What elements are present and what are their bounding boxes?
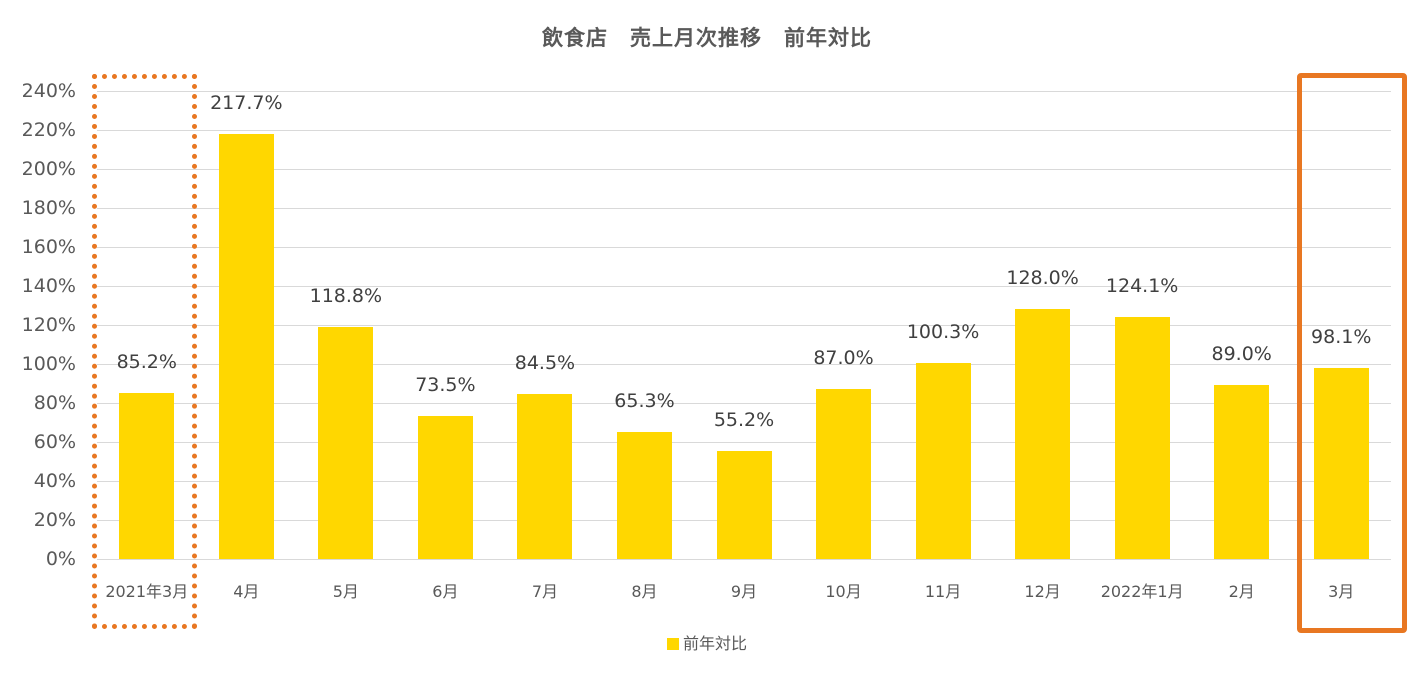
y-tick-label: 180% bbox=[21, 197, 76, 219]
data-label: 118.8% bbox=[309, 285, 383, 308]
gridline bbox=[97, 208, 1391, 209]
data-label: 100.3% bbox=[906, 321, 980, 344]
x-tick-label: 11月 bbox=[924, 582, 962, 601]
x-tick-label: 9月 bbox=[730, 582, 758, 601]
bar bbox=[1214, 385, 1270, 559]
x-tick-label: 5月 bbox=[332, 582, 359, 601]
x-tick-label: 2月 bbox=[1228, 582, 1255, 601]
y-tick-label: 80% bbox=[33, 392, 76, 414]
data-label: 89.0% bbox=[1211, 343, 1272, 366]
gridline bbox=[97, 442, 1391, 443]
gridline bbox=[97, 286, 1391, 287]
bar bbox=[1015, 309, 1071, 559]
bar bbox=[417, 415, 473, 559]
highlight-box-2021-march bbox=[92, 74, 197, 629]
y-tick-label: 0% bbox=[45, 548, 76, 570]
y-tick-label: 140% bbox=[21, 275, 76, 297]
bar bbox=[616, 431, 672, 559]
data-label: 124.1% bbox=[1105, 275, 1179, 297]
x-tick-label: 2022年1月 bbox=[1100, 582, 1184, 601]
data-label: 87.0% bbox=[813, 347, 874, 370]
plot-area: 85.2% 217.7% 118.8% 73.5% 84.5% 65.3% 55.2% 87.… bbox=[97, 91, 1391, 560]
gridline bbox=[97, 325, 1391, 326]
data-label: 85.2% bbox=[116, 350, 177, 373]
data-label: 84.5% bbox=[514, 352, 576, 375]
x-tick-label: 12月 bbox=[1024, 582, 1061, 601]
data-label: 65.3% bbox=[614, 389, 675, 412]
gridline bbox=[97, 169, 1391, 170]
x-tick-label: 3月 bbox=[1328, 582, 1355, 601]
y-tick-label: 120% bbox=[21, 314, 76, 336]
data-label: 128.0% bbox=[1006, 267, 1079, 290]
legend: 前年対比 bbox=[0, 630, 1414, 654]
bar bbox=[119, 392, 175, 559]
bar bbox=[1313, 367, 1369, 559]
x-tick-label: 8月 bbox=[631, 582, 658, 601]
x-tick-label: 7月 bbox=[531, 582, 559, 601]
y-tick-label: 100% bbox=[21, 353, 76, 375]
bar bbox=[1114, 317, 1170, 559]
legend-label: 前年対比 bbox=[682, 634, 747, 653]
gridline bbox=[97, 364, 1391, 365]
y-tick-label: 40% bbox=[33, 470, 76, 492]
highlight-box-2022-march bbox=[1297, 73, 1407, 633]
y-tick-label: 200% bbox=[21, 158, 76, 180]
x-tick-label: 4月 bbox=[233, 582, 260, 601]
x-tick-label: 2021年3月 bbox=[105, 582, 189, 601]
gridline bbox=[97, 403, 1391, 404]
gridline bbox=[97, 91, 1391, 92]
data-label: 98.1% bbox=[1311, 325, 1372, 348]
y-tick-label: 160% bbox=[21, 236, 76, 258]
legend-swatch-icon bbox=[666, 638, 679, 650]
y-tick-label: 240% bbox=[21, 80, 76, 102]
y-tick-label: 220% bbox=[21, 119, 76, 141]
bar bbox=[716, 451, 772, 559]
x-tick-label: 10月 bbox=[825, 582, 862, 601]
bar bbox=[318, 327, 374, 559]
chart-title: 飲食店 売上月次推移 前年対比 bbox=[542, 26, 872, 50]
data-label: 55.2% bbox=[713, 409, 775, 432]
bar bbox=[816, 389, 872, 559]
data-label: 73.5% bbox=[415, 373, 476, 396]
gridline bbox=[97, 247, 1391, 248]
gridline bbox=[97, 130, 1391, 131]
bar bbox=[218, 134, 274, 559]
gridline bbox=[97, 559, 1391, 560]
y-tick-label: 20% bbox=[33, 509, 76, 531]
data-label: 217.7% bbox=[210, 92, 283, 115]
y-tick-label: 60% bbox=[33, 431, 76, 453]
x-tick-label: 6月 bbox=[432, 582, 459, 601]
bar bbox=[517, 394, 573, 559]
bar bbox=[915, 363, 971, 559]
